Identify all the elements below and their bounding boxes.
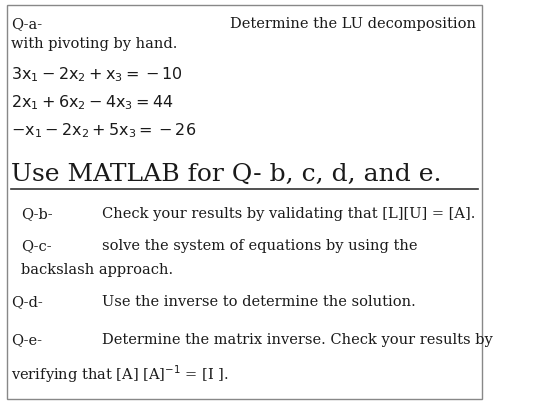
Text: Q-c-: Q-c- <box>21 239 52 252</box>
Text: Q-d-: Q-d- <box>11 294 43 308</box>
Text: with pivoting by hand.: with pivoting by hand. <box>11 37 178 51</box>
Text: Determine the LU decomposition: Determine the LU decomposition <box>230 17 475 31</box>
Text: Check your results by validating that [L][U] = [A].: Check your results by validating that [L… <box>102 207 475 220</box>
Text: solve the system of equations by using the: solve the system of equations by using t… <box>102 239 417 252</box>
Text: Q-e-: Q-e- <box>11 333 42 346</box>
Text: Q-a-: Q-a- <box>11 17 42 31</box>
Text: $\mathrm{3x_1 - 2x_2 + x_3 = -10}$: $\mathrm{3x_1 - 2x_2 + x_3 = -10}$ <box>11 65 183 83</box>
Text: backslash approach.: backslash approach. <box>21 262 173 276</box>
Text: Q-b-: Q-b- <box>21 207 53 220</box>
Text: $\mathrm{2x_1 + 6x_2 - 4x_3 = 44}$: $\mathrm{2x_1 + 6x_2 - 4x_3 = 44}$ <box>11 93 174 111</box>
Text: Use MATLAB for Q- b, c, d, and e.: Use MATLAB for Q- b, c, d, and e. <box>11 162 442 185</box>
Text: verifying that [A] [A]$^{-1}$ = [I ].: verifying that [A] [A]$^{-1}$ = [I ]. <box>11 362 230 384</box>
Text: Determine the matrix inverse. Check your results by: Determine the matrix inverse. Check your… <box>102 333 492 346</box>
Text: $\mathrm{- x_1 - 2x_2 + 5x_3 = -26}$: $\mathrm{- x_1 - 2x_2 + 5x_3 = -26}$ <box>11 121 197 139</box>
Text: Use the inverse to determine the solution.: Use the inverse to determine the solutio… <box>102 294 416 308</box>
